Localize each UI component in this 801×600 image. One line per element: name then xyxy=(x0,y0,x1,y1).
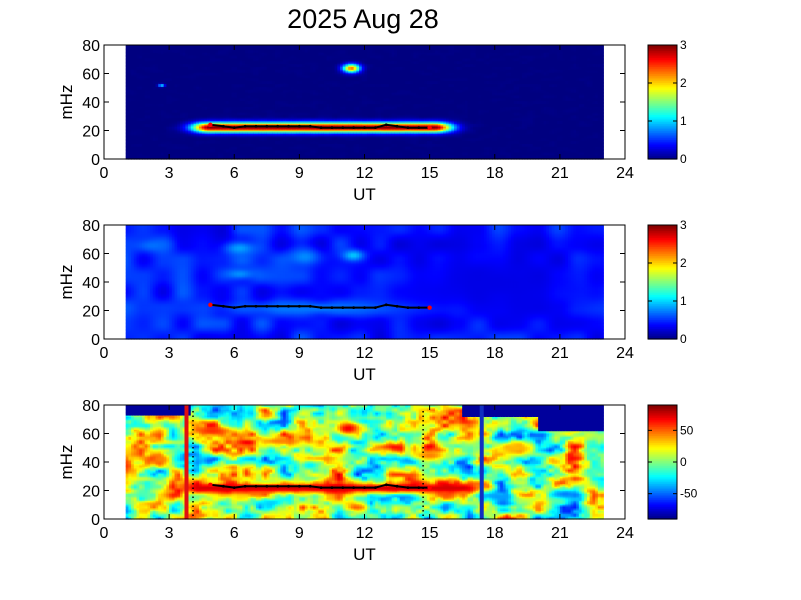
heatmap-cells xyxy=(126,45,604,160)
figure-title: 2025 Aug 28 xyxy=(287,4,439,34)
